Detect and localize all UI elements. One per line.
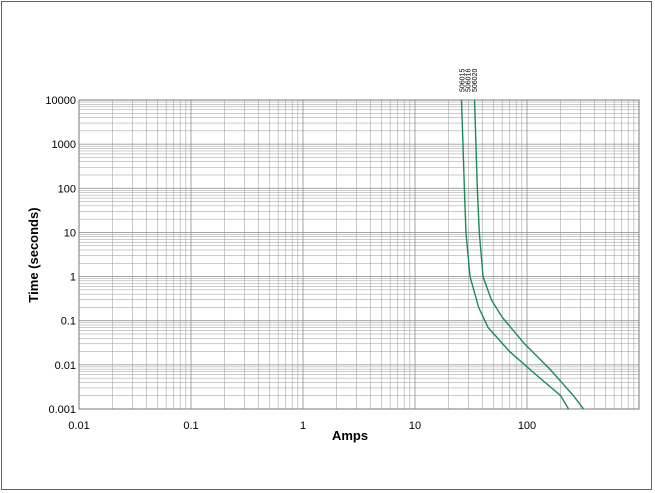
x-tick-label: 100 <box>518 420 536 432</box>
series-curve-506015 <box>460 99 570 410</box>
x-tick-label: 0.01 <box>68 420 89 432</box>
y-tick-label: 100 <box>58 183 76 195</box>
y-axis-title: Time (seconds) <box>26 207 41 302</box>
series-label: 506020 <box>472 69 479 92</box>
chart-grid <box>78 99 640 410</box>
chart-curves <box>460 99 585 410</box>
series-label: 506016 <box>465 69 472 92</box>
y-tick-label: 10000 <box>45 95 76 107</box>
plot-border <box>78 99 640 410</box>
chart-series-labels: 506015 506016 506020 <box>459 69 479 92</box>
chart-tick-labels: 0.01 0.1 1 10 100 0.001 0.01 0.1 1 10 100 1000 10000 <box>45 95 536 432</box>
x-tick-label: 0.1 <box>183 420 198 432</box>
x-tick-label: 10 <box>409 420 421 432</box>
x-axis-title: Amps <box>332 428 368 443</box>
series-label: 506015 <box>459 69 466 92</box>
y-tick-label: 0.01 <box>55 360 76 372</box>
y-tick-label: 0.001 <box>48 404 76 416</box>
series-curve-506020 <box>473 99 585 410</box>
y-tick-label: 0.1 <box>61 316 76 328</box>
x-tick-label: 1 <box>300 420 306 432</box>
y-tick-label: 1000 <box>52 139 76 151</box>
y-tick-label: 10 <box>64 227 76 239</box>
y-tick-label: 1 <box>70 272 76 284</box>
